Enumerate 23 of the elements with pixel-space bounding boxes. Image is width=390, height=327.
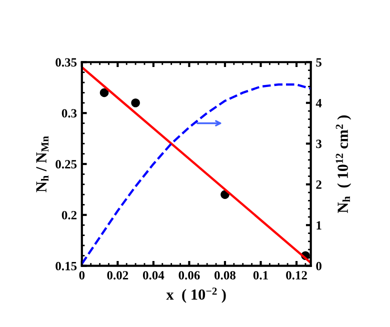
y2-tick-label: 0 [316,262,322,270]
x-tick-label: 0.02 [107,271,128,280]
y2-tick-label: 2 [316,180,322,189]
y-tick-label: 0.2 [62,210,76,220]
y-tick-label: 0.25 [56,160,77,169]
y-tick-label: 0.35 [56,58,77,67]
x-tick-label: 0.12 [286,271,307,280]
y2-tick-label: 3 [316,140,322,148]
x-axis-title: x ( 10$^{−2}$ ) [166,288,226,303]
y-tick-label: 0.3 [62,109,77,118]
x-tick-label: 0.1 [253,271,268,280]
y2-tick-label: 4 [316,98,322,108]
x-tick-label: 0.08 [214,271,236,280]
y2-axis-title: N$_{h}$ ( 10$^{12}$ cm$^{2}$ ) [336,115,352,213]
x-tick-label: 0.04 [142,271,164,280]
point [131,98,140,108]
x-tick-label: 0 [79,271,85,280]
point [100,88,109,98]
y-tick-label: 0.15 [56,262,77,270]
y2-tick-label: 1 [316,221,322,230]
y2-tick-label: 5 [316,58,322,67]
y-axis-title: N$_{h}$ / N$_{Mn}$ [36,136,48,192]
x-tick-label: 0.06 [178,271,200,280]
